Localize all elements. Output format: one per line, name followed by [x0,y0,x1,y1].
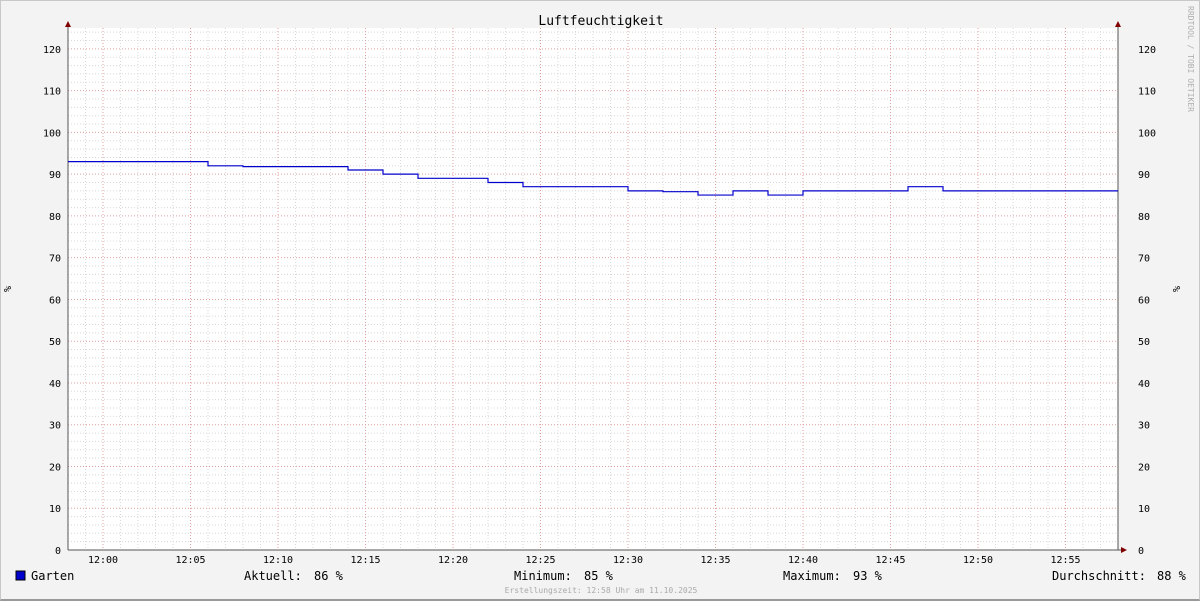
legend-durchschnitt-value: 88 % [1157,569,1187,583]
y-tick-label-right: 20 [1138,462,1150,473]
y-axis-arrow-right [1115,21,1121,27]
y-tick-label-left: 100 [43,128,61,139]
y-axis-label-left: % [3,286,14,292]
x-tick-label: 12:40 [788,555,818,566]
y-tick-label-right: 30 [1138,421,1150,432]
y-tick-label-right: 0 [1138,546,1144,557]
y-tick-label-right: 10 [1138,504,1150,515]
y-axis-arrow-left [65,21,71,27]
legend-series-name: Garten [31,569,74,583]
y-tick-label-left: 60 [49,295,61,306]
y-tick-label-left: 10 [49,504,61,515]
y-tick-label-left: 120 [43,45,61,56]
x-tick-label: 12:55 [1050,555,1080,566]
y-tick-label-left: 30 [49,421,61,432]
y-tick-label-right: 80 [1138,212,1150,223]
legend-maximum-value: 93 % [853,569,883,583]
legend-minimum-label: Minimum: [514,569,572,583]
footer-timestamp: Erstellungszeit: 12:58 Uhr am 11.10.2025 [505,586,698,595]
y-tick-label-left: 90 [49,170,61,181]
x-tick-label: 12:05 [175,555,205,566]
x-tick-label: 12:35 [700,555,730,566]
legend-maximum-label: Maximum: [783,569,841,583]
y-tick-label-right: 90 [1138,170,1150,181]
y-tick-label-right: 60 [1138,295,1150,306]
legend-swatch-garten [16,571,25,580]
y-axis-label-right: % [1172,286,1183,292]
x-tick-label: 12:50 [963,555,993,566]
x-tick-label: 12:10 [263,555,293,566]
legend-minimum-value: 85 % [584,569,614,583]
x-tick-label: 12:30 [613,555,643,566]
legend-aktuell-value: 86 % [314,569,344,583]
watermark: RRDTOOL / TOBI OETIKER [1186,6,1195,112]
y-tick-label-left: 110 [43,87,61,98]
x-tick-label: 12:15 [350,555,380,566]
y-tick-label-right: 50 [1138,337,1150,348]
y-tick-label-left: 20 [49,462,61,473]
y-tick-label-left: 0 [55,546,61,557]
y-tick-label-left: 40 [49,379,61,390]
y-tick-label-right: 100 [1138,128,1156,139]
y-tick-label-right: 120 [1138,45,1156,56]
y-tick-label-right: 40 [1138,379,1150,390]
y-tick-label-left: 80 [49,212,61,223]
legend-aktuell-label: Aktuell: [244,569,302,583]
x-tick-label: 12:25 [525,555,555,566]
chart-title: Luftfeuchtigkeit [538,14,663,29]
y-tick-label-left: 50 [49,337,61,348]
y-tick-label-right: 70 [1138,254,1150,265]
x-tick-label: 12:20 [438,555,468,566]
y-tick-label-left: 70 [49,254,61,265]
x-tick-label: 12:45 [875,555,905,566]
x-tick-label: 12:00 [88,555,118,566]
x-axis-arrow [1121,547,1127,553]
y-tick-label-right: 110 [1138,87,1156,98]
legend-durchschnitt-label: Durchschnitt: [1052,569,1146,583]
